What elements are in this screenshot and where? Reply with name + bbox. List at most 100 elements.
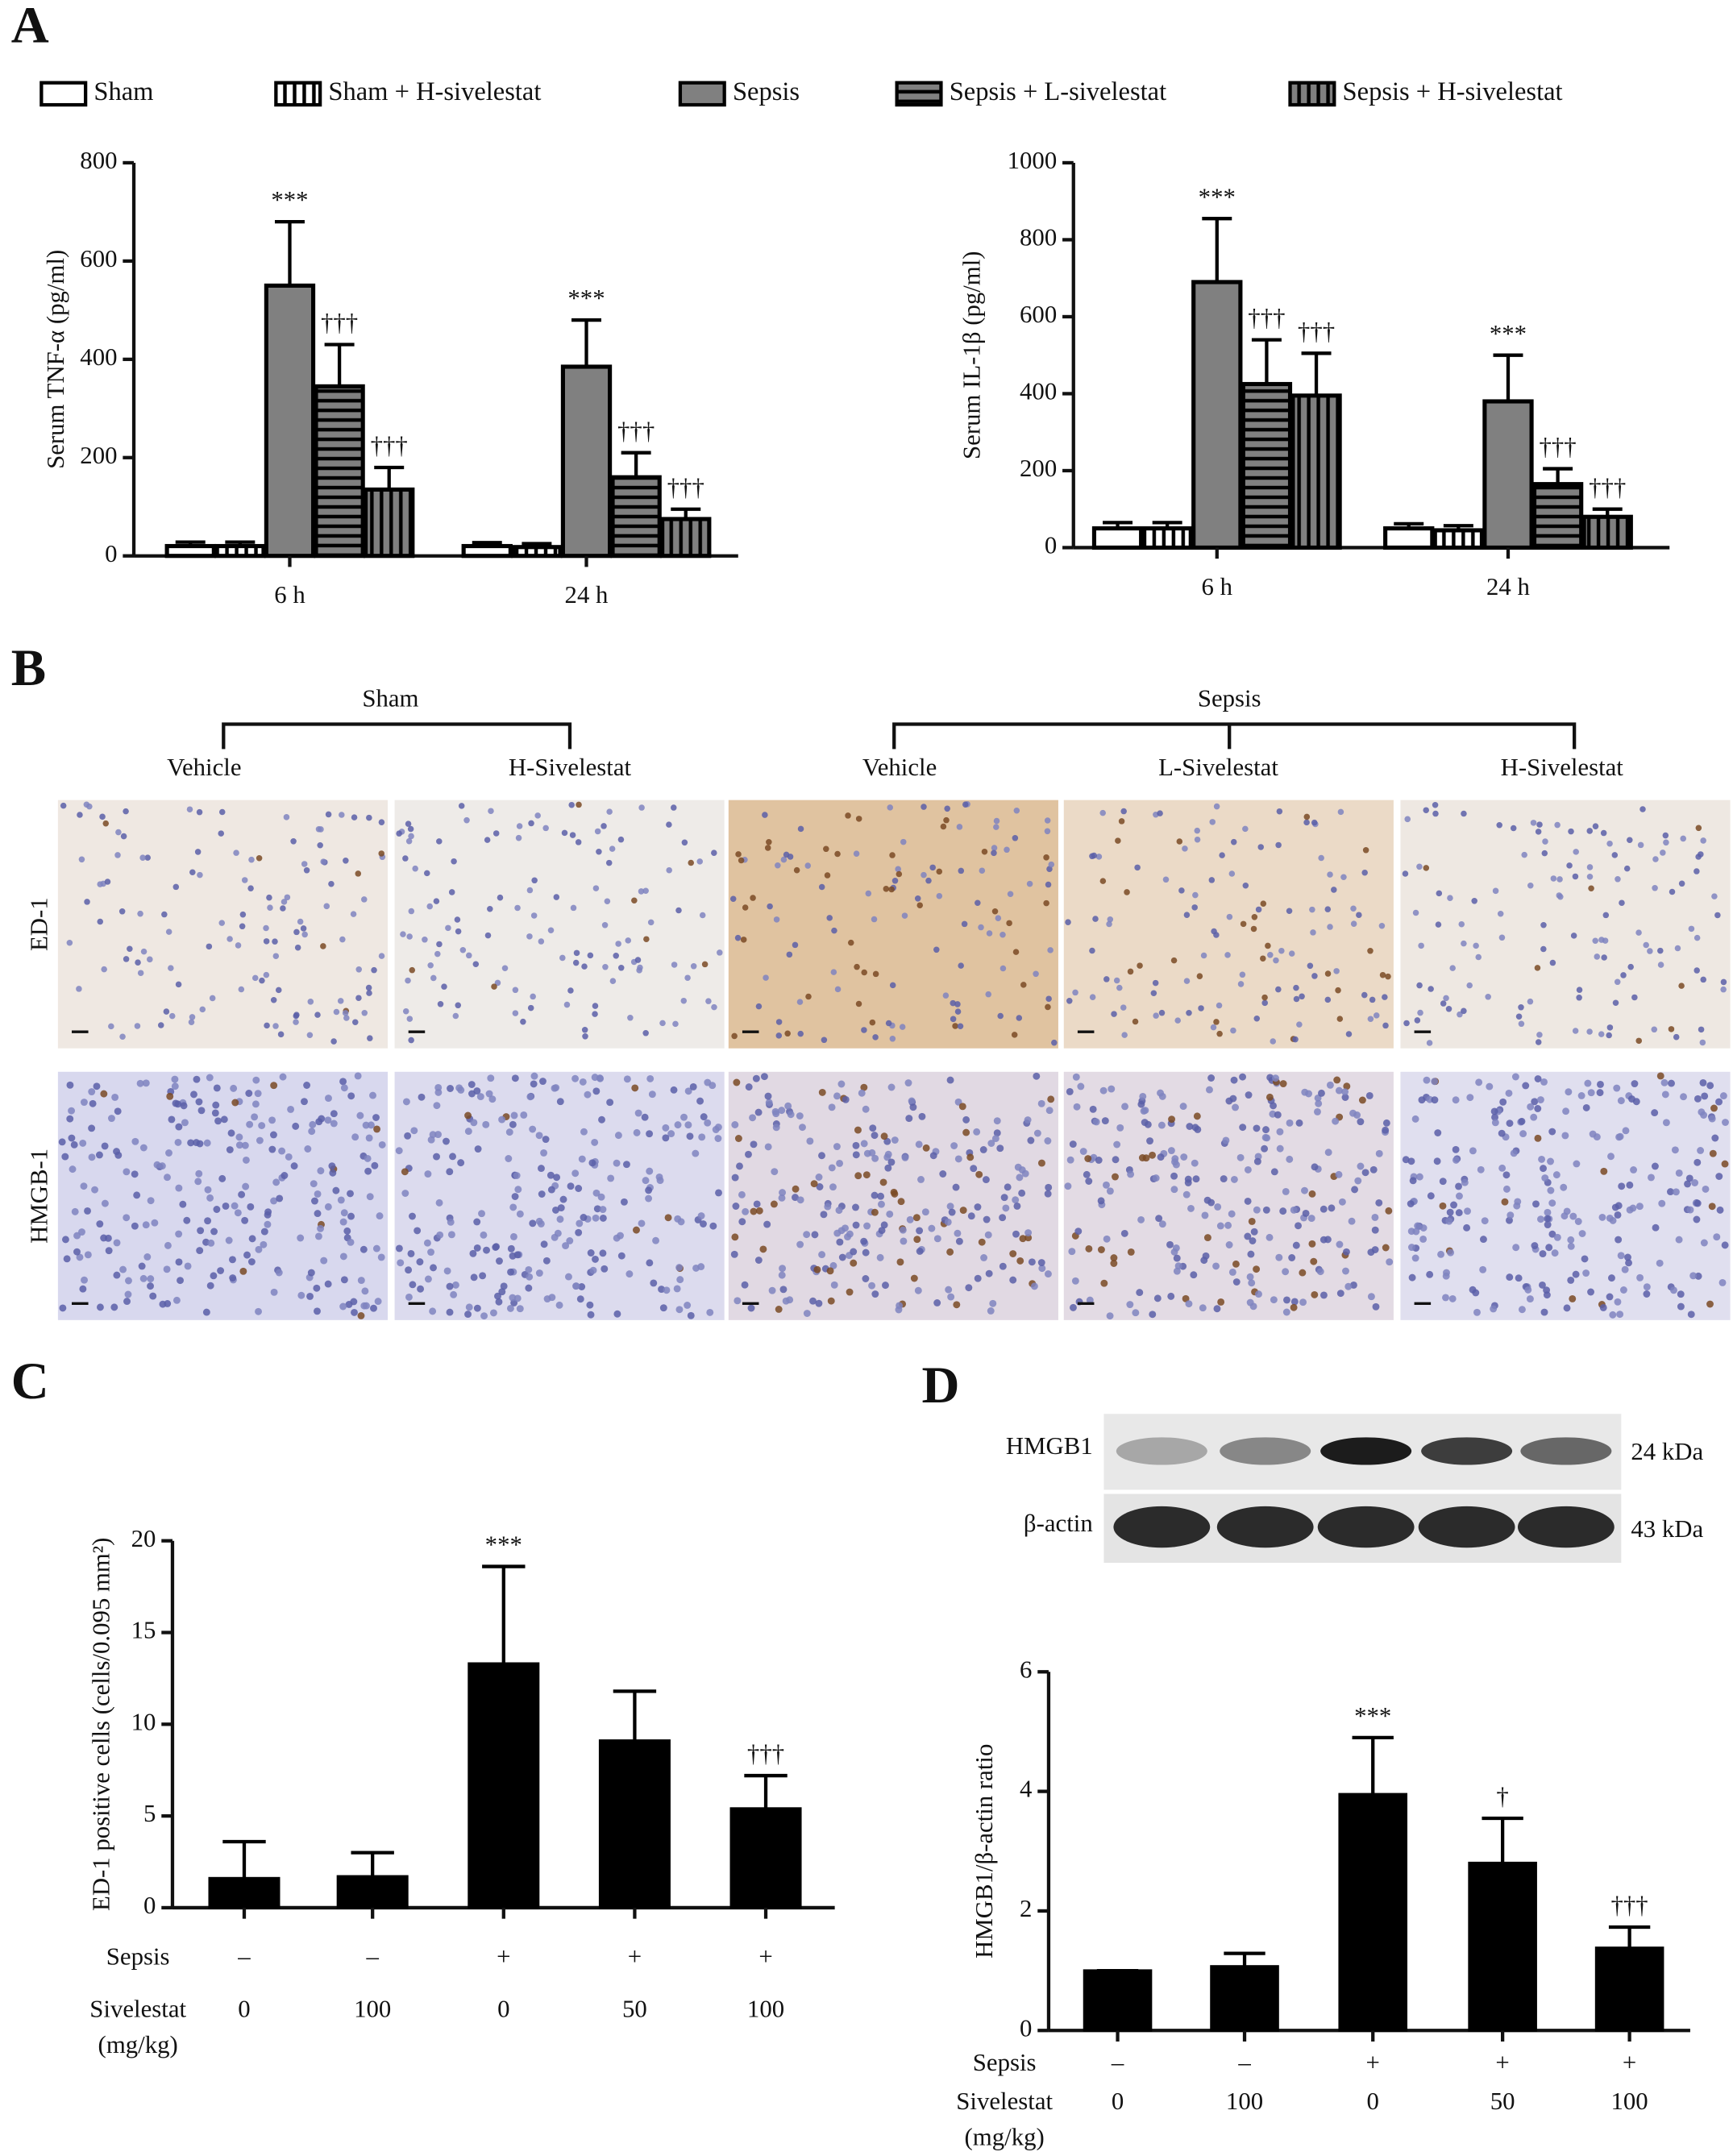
cell-nucleus [561, 829, 568, 837]
cell-nucleus [916, 902, 924, 908]
cell-nucleus [96, 1303, 104, 1311]
bar [660, 517, 712, 559]
cell-nucleus [1009, 1250, 1017, 1257]
cell-nucleus [1016, 1257, 1024, 1265]
cell-nucleus [1307, 962, 1314, 970]
cell-nucleus [1678, 982, 1685, 989]
cell-nucleus [1473, 1308, 1481, 1316]
cell-nucleus [239, 911, 247, 918]
cell-nucleus [921, 1208, 929, 1216]
cell-nucleus [738, 1218, 746, 1226]
cell-nucleus [157, 1022, 164, 1028]
cell-nucleus [310, 1180, 318, 1188]
cell-nucleus [127, 945, 133, 952]
cell-nucleus [1446, 1208, 1454, 1216]
cell-nucleus [1077, 1082, 1085, 1090]
cell-nucleus [1113, 977, 1120, 984]
cell-nucleus [729, 895, 737, 903]
cell-nucleus [293, 1019, 299, 1025]
cell-nucleus [601, 823, 607, 829]
cell-nucleus [1013, 807, 1020, 814]
cell-nucleus [1608, 1274, 1615, 1282]
cell-nucleus [638, 804, 645, 811]
cell-nucleus [674, 1121, 682, 1129]
cell-nucleus [1515, 1274, 1523, 1282]
cell-nucleus [1404, 816, 1411, 823]
cell-nucleus [142, 1079, 150, 1087]
cell-nucleus [1265, 942, 1271, 949]
cell-nucleus [609, 845, 616, 852]
cell-nucleus [1037, 1099, 1045, 1107]
cell-nucleus [1155, 1215, 1163, 1223]
cell-nucleus [1158, 1009, 1166, 1016]
cell-nucleus [488, 1095, 497, 1103]
cell-nucleus [1149, 1311, 1157, 1319]
cell-nucleus [1112, 1156, 1120, 1164]
cell-nucleus [189, 1014, 196, 1020]
cell-nucleus [1253, 1016, 1261, 1022]
micrograph [57, 1071, 389, 1320]
cell-nucleus [1721, 1160, 1729, 1168]
cell-nucleus [731, 1174, 739, 1182]
cell-nucleus [445, 924, 451, 932]
cell-nucleus [88, 1088, 96, 1096]
cell-nucleus [675, 1306, 684, 1314]
cell-nucleus [520, 1111, 528, 1119]
cell-nucleus [835, 1207, 843, 1215]
cell-nucleus [1492, 887, 1499, 895]
cell-nucleus [742, 904, 749, 911]
cell-nucleus [1507, 1211, 1515, 1219]
x-tick-label: 24 h [565, 581, 609, 609]
cell-nucleus [882, 1282, 889, 1290]
cell-nucleus [355, 966, 362, 973]
cell-nucleus [820, 1211, 828, 1219]
cell-nucleus [264, 1022, 270, 1029]
cell-nucleus [686, 1132, 694, 1140]
significance-label: *** [1199, 183, 1236, 210]
cell-nucleus [763, 1220, 771, 1228]
cell-nucleus [1180, 1153, 1188, 1161]
cell-nucleus [1602, 937, 1609, 944]
cell-nucleus [1567, 1242, 1575, 1250]
cell-nucleus [86, 803, 93, 810]
cell-nucleus [166, 1092, 174, 1100]
row-value: 50 [622, 1995, 647, 2022]
cell-nucleus [330, 1120, 338, 1128]
cell-nucleus [1270, 1102, 1278, 1110]
cell-nucleus [158, 1162, 166, 1170]
cell-nucleus [1720, 978, 1727, 986]
cell-nucleus [69, 1165, 77, 1174]
cell-nucleus [684, 1302, 692, 1309]
bar [364, 487, 415, 559]
cell-nucleus [606, 808, 613, 815]
cell-nucleus [715, 1189, 722, 1197]
cell-nucleus [1371, 1213, 1379, 1221]
cell-nucleus [71, 1207, 79, 1215]
cell-nucleus [646, 1074, 655, 1082]
cell-nucleus [863, 1222, 871, 1230]
cell-nucleus [405, 1266, 413, 1274]
cell-nucleus [1064, 1182, 1072, 1190]
cell-nucleus [1382, 1126, 1390, 1134]
cell-nucleus [333, 1008, 340, 1016]
cell-nucleus [1367, 1293, 1375, 1301]
cell-nucleus [427, 1248, 434, 1256]
cell-nucleus [747, 1304, 755, 1312]
cell-nucleus [1668, 1079, 1675, 1087]
cell-nucleus [784, 1030, 791, 1037]
cell-nucleus [1089, 947, 1095, 954]
cell-nucleus [473, 1304, 481, 1312]
cell-nucleus [266, 894, 272, 901]
cell-nucleus [1253, 1157, 1261, 1165]
cell-nucleus [1246, 1298, 1254, 1306]
cell-nucleus [711, 850, 717, 856]
cell-nucleus [1089, 1105, 1097, 1113]
cell-nucleus [1562, 1107, 1570, 1115]
cell-nucleus [1375, 1149, 1383, 1157]
row-value: – [1237, 2049, 1251, 2076]
cell-nucleus [1263, 1134, 1271, 1142]
cell-nucleus [1618, 1182, 1626, 1190]
cell-nucleus [1402, 870, 1409, 877]
cell-nucleus [576, 1295, 584, 1303]
cell-nucleus [1192, 1175, 1200, 1183]
